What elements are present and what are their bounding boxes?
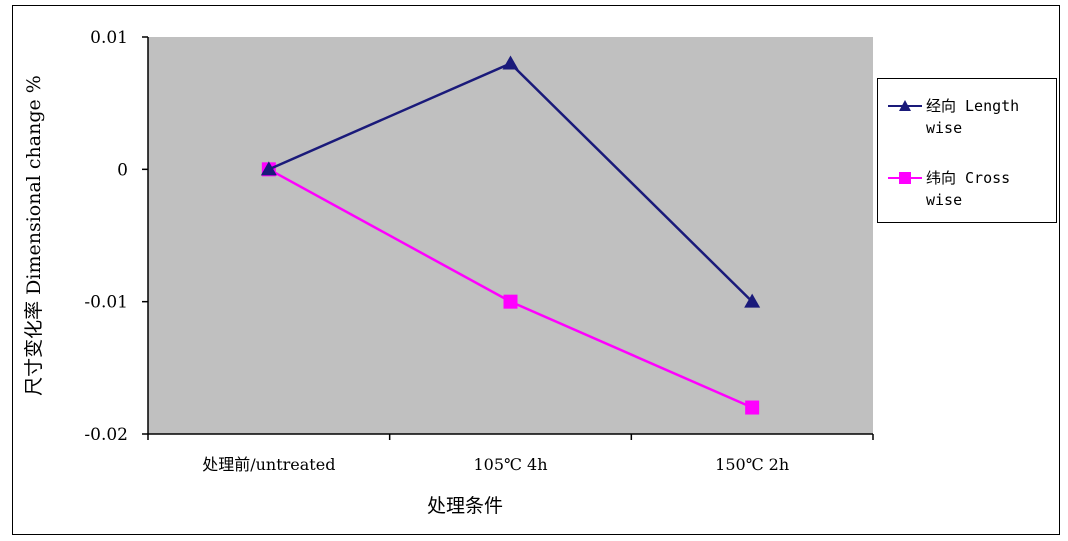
x-axis-title: 处理条件 <box>427 495 503 517</box>
x-tick-label: 处理前/untreated <box>202 455 335 474</box>
data-point <box>744 293 761 308</box>
square-marker-icon <box>888 172 922 184</box>
y-ticks: 0.01 0 -0.01 -0.02 <box>84 28 148 445</box>
legend-label: 经向 Length wise <box>926 97 1020 137</box>
y-axis-title: 尺寸变化率 Dimensional change % <box>23 75 45 396</box>
triangle-marker-icon <box>888 100 922 111</box>
data-point <box>745 400 760 415</box>
data-point <box>502 55 519 70</box>
legend: 经向 Length wise 纬向 Cross wise <box>877 78 1057 223</box>
y-tick-label: -0.01 <box>84 293 128 313</box>
series-layer <box>260 55 761 415</box>
y-tick-label: -0.02 <box>84 425 128 445</box>
y-tick-label: 0 <box>117 160 128 180</box>
x-tick-label: 150℃ 2h <box>715 455 789 474</box>
data-point <box>503 294 518 309</box>
data-point <box>260 161 277 176</box>
y-tick-label: 0.01 <box>90 28 128 48</box>
plot-area <box>148 37 873 434</box>
legend-label: 纬向 Cross wise <box>926 169 1011 209</box>
x-ticks: 处理前/untreated 105℃ 4h 150℃ 2h <box>147 434 874 474</box>
x-tick-label: 105℃ 4h <box>473 455 547 474</box>
